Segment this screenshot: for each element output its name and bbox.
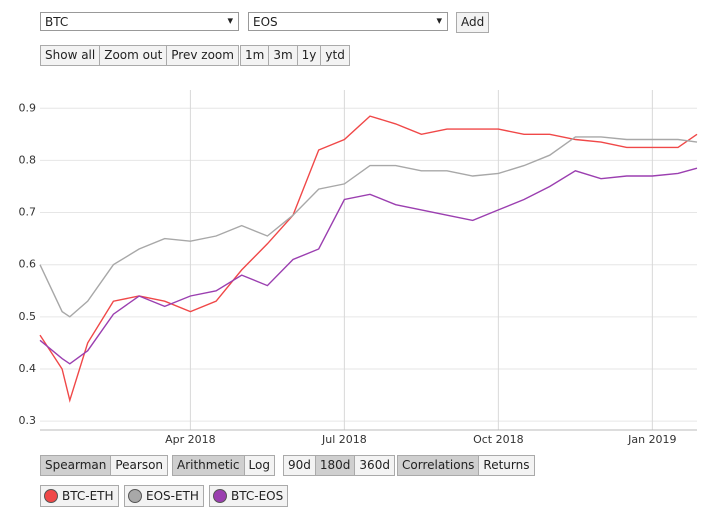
asset-a-select[interactable]: BTC [40, 12, 239, 31]
method-button[interactable]: Pearson [115, 458, 164, 472]
y-tick-label: 0.3 [19, 414, 37, 427]
view-group: Correlations Returns [397, 455, 535, 476]
scale-button[interactable]: Arithmetic [173, 456, 245, 475]
y-tick-label: 0.9 [19, 101, 37, 114]
range-button[interactable]: 1y [298, 46, 322, 65]
series-line [39, 115, 698, 403]
legend-swatch [44, 489, 58, 503]
method-group: Spearman Pearson [40, 455, 169, 476]
scale-group: Arithmetic Log [172, 455, 275, 476]
x-tick-label: Jul 2018 [321, 433, 367, 446]
series-line [39, 136, 698, 318]
y-tick-label: 0.7 [19, 206, 37, 219]
legend-label: BTC-EOS [231, 489, 284, 503]
window-button[interactable]: 360d [359, 458, 390, 472]
scale-button[interactable]: Log [248, 458, 270, 472]
add-group: Add [456, 12, 490, 33]
zoom-group: Show all Zoom out Prev zoom [40, 45, 239, 66]
y-tick-label: 0.4 [19, 362, 37, 375]
legend-item[interactable]: BTC-EOS [209, 485, 289, 507]
zoom-button[interactable]: Show all [41, 46, 101, 65]
legend-swatch [128, 489, 142, 503]
x-tick-label: Apr 2018 [165, 433, 216, 446]
series-line [39, 167, 698, 365]
range-button[interactable]: 3m [269, 46, 298, 65]
legend-swatch [213, 489, 227, 503]
x-tick-label: Oct 2018 [473, 433, 524, 446]
zoom-button[interactable]: Prev zoom [171, 48, 234, 62]
range-button[interactable]: 1m [241, 46, 270, 65]
x-tick-label: Jan 2019 [627, 433, 676, 446]
range-button[interactable]: ytd [325, 48, 345, 62]
y-tick-label: 0.8 [19, 153, 37, 166]
chart: 0.3 0.4 0.5 0.6 0.7 0.8 0.9 Apr 2018 Jul 2018 Oct… [19, 90, 698, 446]
view-button[interactable]: Returns [483, 458, 530, 472]
window-group: 90d 180d 360d [283, 455, 395, 476]
y-tick-label: 0.5 [19, 310, 37, 323]
y-tick-label: 0.6 [19, 258, 37, 271]
add-button[interactable]: Add [461, 15, 485, 29]
legend-label: BTC-ETH [62, 489, 114, 503]
zoom-button[interactable]: Zoom out [100, 46, 168, 65]
legend-label: EOS-ETH [146, 489, 199, 503]
legend-item[interactable]: EOS-ETH [124, 485, 204, 507]
method-button[interactable]: Spearman [41, 456, 112, 475]
range-group: 1m 3m 1y ytd [240, 45, 350, 66]
window-button[interactable]: 180d [315, 456, 356, 475]
view-button[interactable]: Correlations [398, 456, 480, 475]
window-button[interactable]: 90d [284, 456, 316, 475]
legend-item[interactable]: BTC-ETH [40, 485, 119, 507]
asset-b-select[interactable]: EOS [248, 12, 448, 31]
